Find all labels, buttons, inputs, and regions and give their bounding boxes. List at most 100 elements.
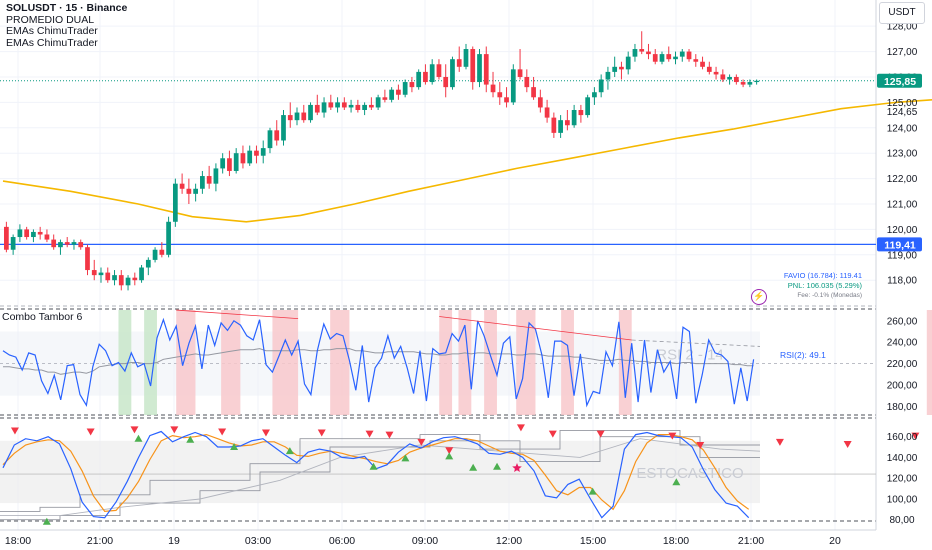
stoch-envelope-line — [0, 438, 761, 517]
sell-signal-triangle — [696, 442, 705, 449]
candle-body — [186, 188, 192, 194]
candle-body — [666, 54, 672, 60]
bear-zone — [458, 310, 472, 415]
candle-body — [328, 102, 334, 108]
price-tag-label: 119,41 — [884, 239, 916, 251]
candle-body — [456, 59, 462, 67]
candle-body — [31, 231, 36, 238]
rsi-line — [2, 317, 755, 408]
candle-body — [720, 74, 726, 80]
sell-signal-triangle — [775, 438, 784, 446]
candle-body — [321, 102, 327, 113]
bear-zone — [618, 310, 632, 415]
currency-button[interactable]: USDT — [879, 2, 925, 24]
candle-body — [443, 76, 449, 88]
lightning-icon[interactable]: ⚡ — [751, 289, 767, 305]
sell-signal-triangle — [445, 447, 454, 455]
candle-body — [416, 71, 422, 88]
candle-body — [375, 97, 381, 108]
rsi-tick-label: 200,00 — [887, 380, 918, 391]
candle-body — [301, 112, 307, 121]
candle-body — [700, 61, 705, 67]
buy-signal-triangle — [134, 434, 143, 442]
candlestick-series[interactable] — [4, 31, 759, 291]
candle-body — [537, 97, 543, 108]
stoch-envelope-line — [0, 429, 760, 512]
candle-body — [220, 158, 226, 169]
indicator-label[interactable]: PROMEDIO DUAL — [6, 13, 95, 26]
candle-body — [179, 183, 185, 189]
bear-zone — [330, 310, 350, 415]
candle-body — [402, 82, 408, 95]
ema-line — [0, 80, 932, 246]
position-panel[interactable]: FAVIO (16.784): 119.41 PNL: 106.035 (5.2… — [732, 271, 862, 301]
price-axis: 128,00127,00126,00125,00124,65124,00123,… — [877, 22, 922, 526]
time-tick-label: 15:00 — [580, 535, 606, 547]
stoch-tick-label: 120,00 — [887, 474, 918, 485]
candle-body — [166, 221, 171, 255]
sell-signal-triangle — [130, 426, 139, 434]
buy-signal-triangle — [588, 487, 597, 495]
price-tick-label: 121,00 — [887, 200, 918, 211]
candle-body — [565, 120, 570, 126]
candle-body — [429, 64, 435, 83]
bear-zone — [176, 310, 196, 415]
candle-body — [733, 76, 739, 83]
bull-zone — [144, 310, 157, 415]
candle-body — [348, 104, 354, 108]
price-tick-label: 118,00 — [887, 276, 917, 287]
bear-zone — [484, 310, 497, 415]
candle-body — [118, 275, 124, 286]
candle-body — [490, 84, 496, 93]
rsi-tick-label: 260,00 — [887, 316, 918, 327]
candle-body — [740, 82, 746, 85]
time-tick-label: 18:00 — [663, 535, 689, 547]
candle-body — [510, 69, 516, 103]
candle-body — [544, 107, 550, 118]
candle-body — [44, 234, 50, 240]
symbol-title[interactable]: SOLUSDT · 15 · Binance — [6, 2, 128, 14]
candle-body — [152, 249, 158, 260]
candle-body — [531, 87, 536, 98]
candle-body — [558, 120, 563, 133]
candle-body — [335, 102, 340, 108]
candle-body — [287, 115, 293, 121]
candle-body — [260, 148, 266, 156]
candle-body — [308, 104, 313, 121]
stoch-watermark: ESTOCASTICO — [636, 465, 743, 482]
candle-body — [625, 56, 631, 70]
candle-body — [686, 51, 692, 60]
candle-body — [639, 49, 645, 52]
rsi-highlight-zones — [118, 310, 932, 415]
candle-body — [706, 66, 712, 72]
candle-body — [58, 242, 63, 248]
candle-body — [598, 79, 604, 93]
chart-header: SOLUSDT · 15 · Binance PROMEDIO DUAL EMA… — [6, 2, 128, 49]
lower-indicator-title[interactable]: Combo Tambor 6 — [2, 311, 83, 323]
candle-body — [85, 247, 90, 271]
candle-body — [159, 249, 165, 255]
indicator-label[interactable]: EMAs ChimuTrader — [6, 36, 98, 49]
candle-body — [396, 89, 401, 95]
candle-body — [240, 153, 246, 164]
time-tick-label: 18:00 — [5, 535, 31, 547]
price-tag-label: 125,85 — [884, 76, 916, 88]
stoch-envelope-line — [0, 436, 760, 521]
candle-body — [274, 130, 280, 141]
indicator-label[interactable]: EMAs ChimuTrader — [6, 25, 98, 37]
time-tick-label: 21:00 — [87, 535, 113, 547]
candle-body — [497, 92, 503, 98]
candle-body — [145, 259, 151, 268]
sell-signal-triangle — [86, 428, 95, 436]
buy-signal-triangle — [672, 478, 681, 486]
sell-signal-triangle — [317, 429, 326, 437]
bear-zone — [221, 310, 241, 415]
candle-body — [436, 64, 442, 77]
sell-signal-triangle — [261, 429, 270, 437]
candle-body — [247, 150, 253, 164]
rsi-tick-label: 220,00 — [887, 359, 918, 370]
price-tick-label: 124,00 — [887, 123, 918, 134]
stoch-tick-label: 100,00 — [887, 494, 918, 505]
candle-body — [193, 188, 198, 194]
